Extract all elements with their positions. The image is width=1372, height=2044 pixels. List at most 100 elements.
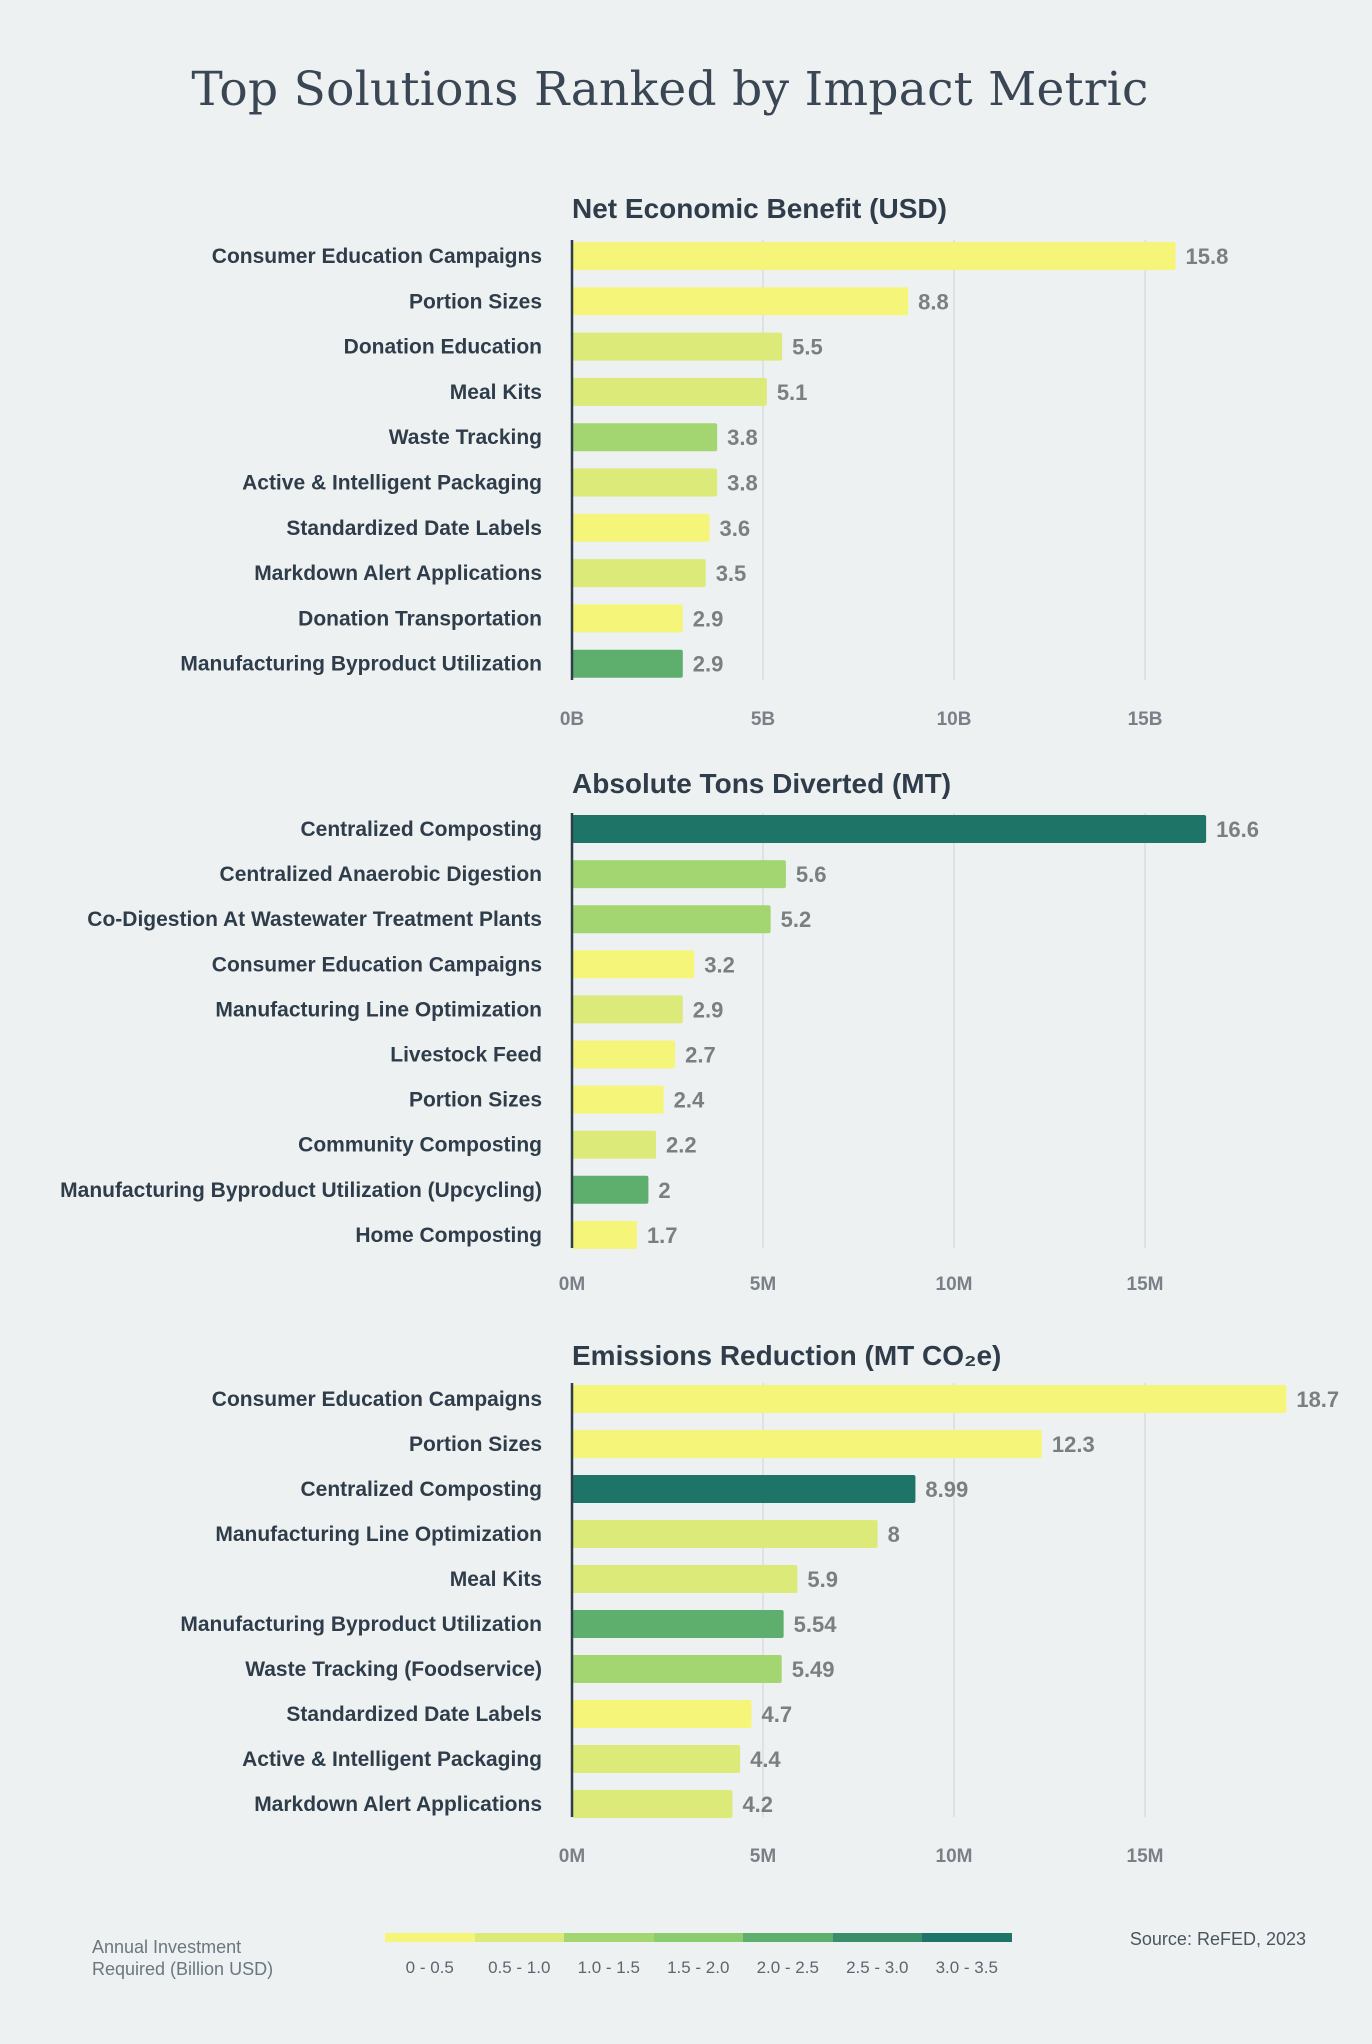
chart2-bar [572, 1130, 657, 1159]
chart3-bar [572, 1475, 916, 1503]
chart1-bar [572, 287, 909, 316]
chart3-category-label: Active & Intelligent Packaging [242, 1748, 542, 1771]
chart3-bar [572, 1700, 752, 1728]
chart3-value-label: 5.9 [807, 1567, 838, 1592]
legend-swatch [743, 1933, 833, 1942]
legend-label: 0.5 - 1.0 [488, 1958, 551, 1977]
chart3-category-label: Manufacturing Byproduct Utilization [180, 1613, 542, 1636]
chart2-bar [572, 950, 695, 979]
chart1-tick-label: 15B [1128, 709, 1163, 730]
chart2-category-label: Livestock Feed [390, 1044, 542, 1067]
legend-swatch [564, 1933, 654, 1942]
chart1-category-label: Donation Education [344, 336, 542, 359]
chart1-tick-label: 10B [937, 709, 972, 730]
legend-label: 2.0 - 2.5 [756, 1958, 819, 1977]
chart2-bar [572, 815, 1207, 843]
chart2-value-label: 2.2 [666, 1133, 697, 1158]
chart1-tick-label: 0B [560, 709, 584, 730]
legend-title: Annual Investment Required (Billion USD) [92, 1936, 352, 1980]
page-title: Top Solutions Ranked by Impact Metric [191, 62, 1149, 117]
chart3-bar [572, 1520, 878, 1548]
chart1-bar [572, 513, 710, 542]
chart3-category-label: Consumer Education Campaigns [212, 1388, 542, 1411]
chart3-bar [572, 1385, 1287, 1413]
chart3-value-label: 4.2 [742, 1792, 773, 1817]
chart1-tick-label: 5B [751, 709, 775, 730]
chart2-value-label: 5.2 [781, 907, 812, 932]
chart2-tick-label: 5M [750, 1274, 776, 1295]
chart1-value-label: 15.8 [1186, 244, 1229, 269]
chart2-bar [572, 860, 786, 889]
chart2-value-label: 5.6 [796, 862, 827, 887]
chart1-value-label: 8.8 [918, 289, 949, 314]
chart2-value-label: 2.4 [674, 1088, 705, 1113]
legend-swatch [653, 1933, 743, 1942]
chart2-tick-label: 0M [559, 1274, 585, 1295]
chart3-bar [572, 1610, 784, 1638]
charts-canvas: Net Economic Benefit (USD) Consumer Educa… [60, 193, 1339, 1867]
chart1-category-label: Waste Tracking [389, 426, 542, 449]
chart2-category-label: Manufacturing Line Optimization [215, 998, 542, 1021]
chart3-category-label: Standardized Date Labels [286, 1703, 542, 1726]
chart1-value-label: 2.9 [693, 606, 724, 631]
chart1-category-label: Standardized Date Labels [286, 517, 542, 540]
chart2-bar [572, 1040, 676, 1069]
chart1-bar [572, 559, 706, 588]
legend-title-line2: Required (Billion USD) [92, 1959, 274, 1979]
chart1-value-label: 5.5 [792, 335, 823, 360]
chart3-category-label: Meal Kits [450, 1568, 542, 1591]
chart3-bar [572, 1655, 782, 1683]
chart1-title: Net Economic Benefit (USD) [572, 193, 947, 224]
legend-swatch [474, 1933, 564, 1942]
chart2-value-label: 16.6 [1216, 817, 1259, 842]
chart3-category-label: Manufacturing Line Optimization [215, 1523, 542, 1546]
chart3-bar [572, 1745, 741, 1773]
chart3-bar [572, 1430, 1042, 1458]
chart1-bar [572, 423, 718, 452]
legend-label: 0 - 0.5 [405, 1958, 454, 1977]
chart2-bar [572, 1175, 649, 1204]
chart1-value-label: 3.8 [727, 425, 758, 450]
chart2-value-label: 2.7 [685, 1043, 716, 1068]
chart2-category-label: Consumer Education Campaigns [212, 953, 542, 976]
chart2-value-label: 3.2 [704, 952, 735, 977]
chart2-value-label: 1.7 [647, 1223, 678, 1248]
chart1-bar [572, 604, 683, 633]
chart1-value-label: 3.6 [720, 516, 751, 541]
chart3-tick-label: 15M [1127, 1846, 1164, 1867]
chart1-category-label: Markdown Alert Applications [254, 562, 542, 585]
legend-label: 3.0 - 3.5 [935, 1958, 998, 1977]
chart2-value-label: 2.9 [693, 997, 724, 1022]
chart1-bar [572, 332, 783, 361]
chart1-category-label: Active & Intelligent Packaging [242, 472, 542, 495]
chart1-category-label: Donation Transportation [298, 607, 542, 630]
chart2-bar [572, 1085, 664, 1114]
chart2-category-label: Home Composting [355, 1224, 542, 1247]
chart2-title: Absolute Tons Diverted (MT) [572, 768, 951, 799]
chart2-value-label: 2 [658, 1178, 670, 1203]
chart3-value-label: 8 [888, 1522, 900, 1547]
chart1-category-label: Consumer Education Campaigns [212, 245, 542, 268]
chart2-category-label: Centralized Composting [300, 818, 542, 841]
chart2-category-label: Centralized Anaerobic Digestion [220, 863, 542, 886]
chart3-value-label: 18.7 [1296, 1387, 1339, 1412]
legend-label: 1.0 - 1.5 [577, 1958, 640, 1977]
chart3-tick-label: 10M [936, 1846, 973, 1867]
chart3-value-label: 8.99 [925, 1477, 968, 1502]
chart1-category-label: Manufacturing Byproduct Utilization [180, 653, 542, 676]
legend-title-line1: Annual Investment [92, 1937, 242, 1957]
legend-swatch [922, 1933, 1012, 1942]
chart1-value-label: 5.1 [777, 380, 808, 405]
chart3-title: Emissions Reduction (MT CO₂e) [572, 1340, 1001, 1371]
chart1-bar [572, 377, 767, 406]
legend-color-scale [385, 1933, 1012, 1942]
chart2-category-label: Community Composting [298, 1134, 542, 1157]
chart2-category-label: Portion Sizes [409, 1089, 542, 1112]
chart3-value-label: 4.7 [762, 1702, 793, 1727]
chart3-value-label: 4.4 [750, 1747, 781, 1772]
chart1-value-label: 2.9 [693, 652, 724, 677]
chart2-category-label: Manufacturing Byproduct Utilization (Upc… [60, 1179, 542, 1202]
chart3-value-label: 12.3 [1052, 1432, 1095, 1457]
chart2-bar [572, 995, 683, 1024]
chart3-category-label: Centralized Composting [300, 1478, 542, 1501]
